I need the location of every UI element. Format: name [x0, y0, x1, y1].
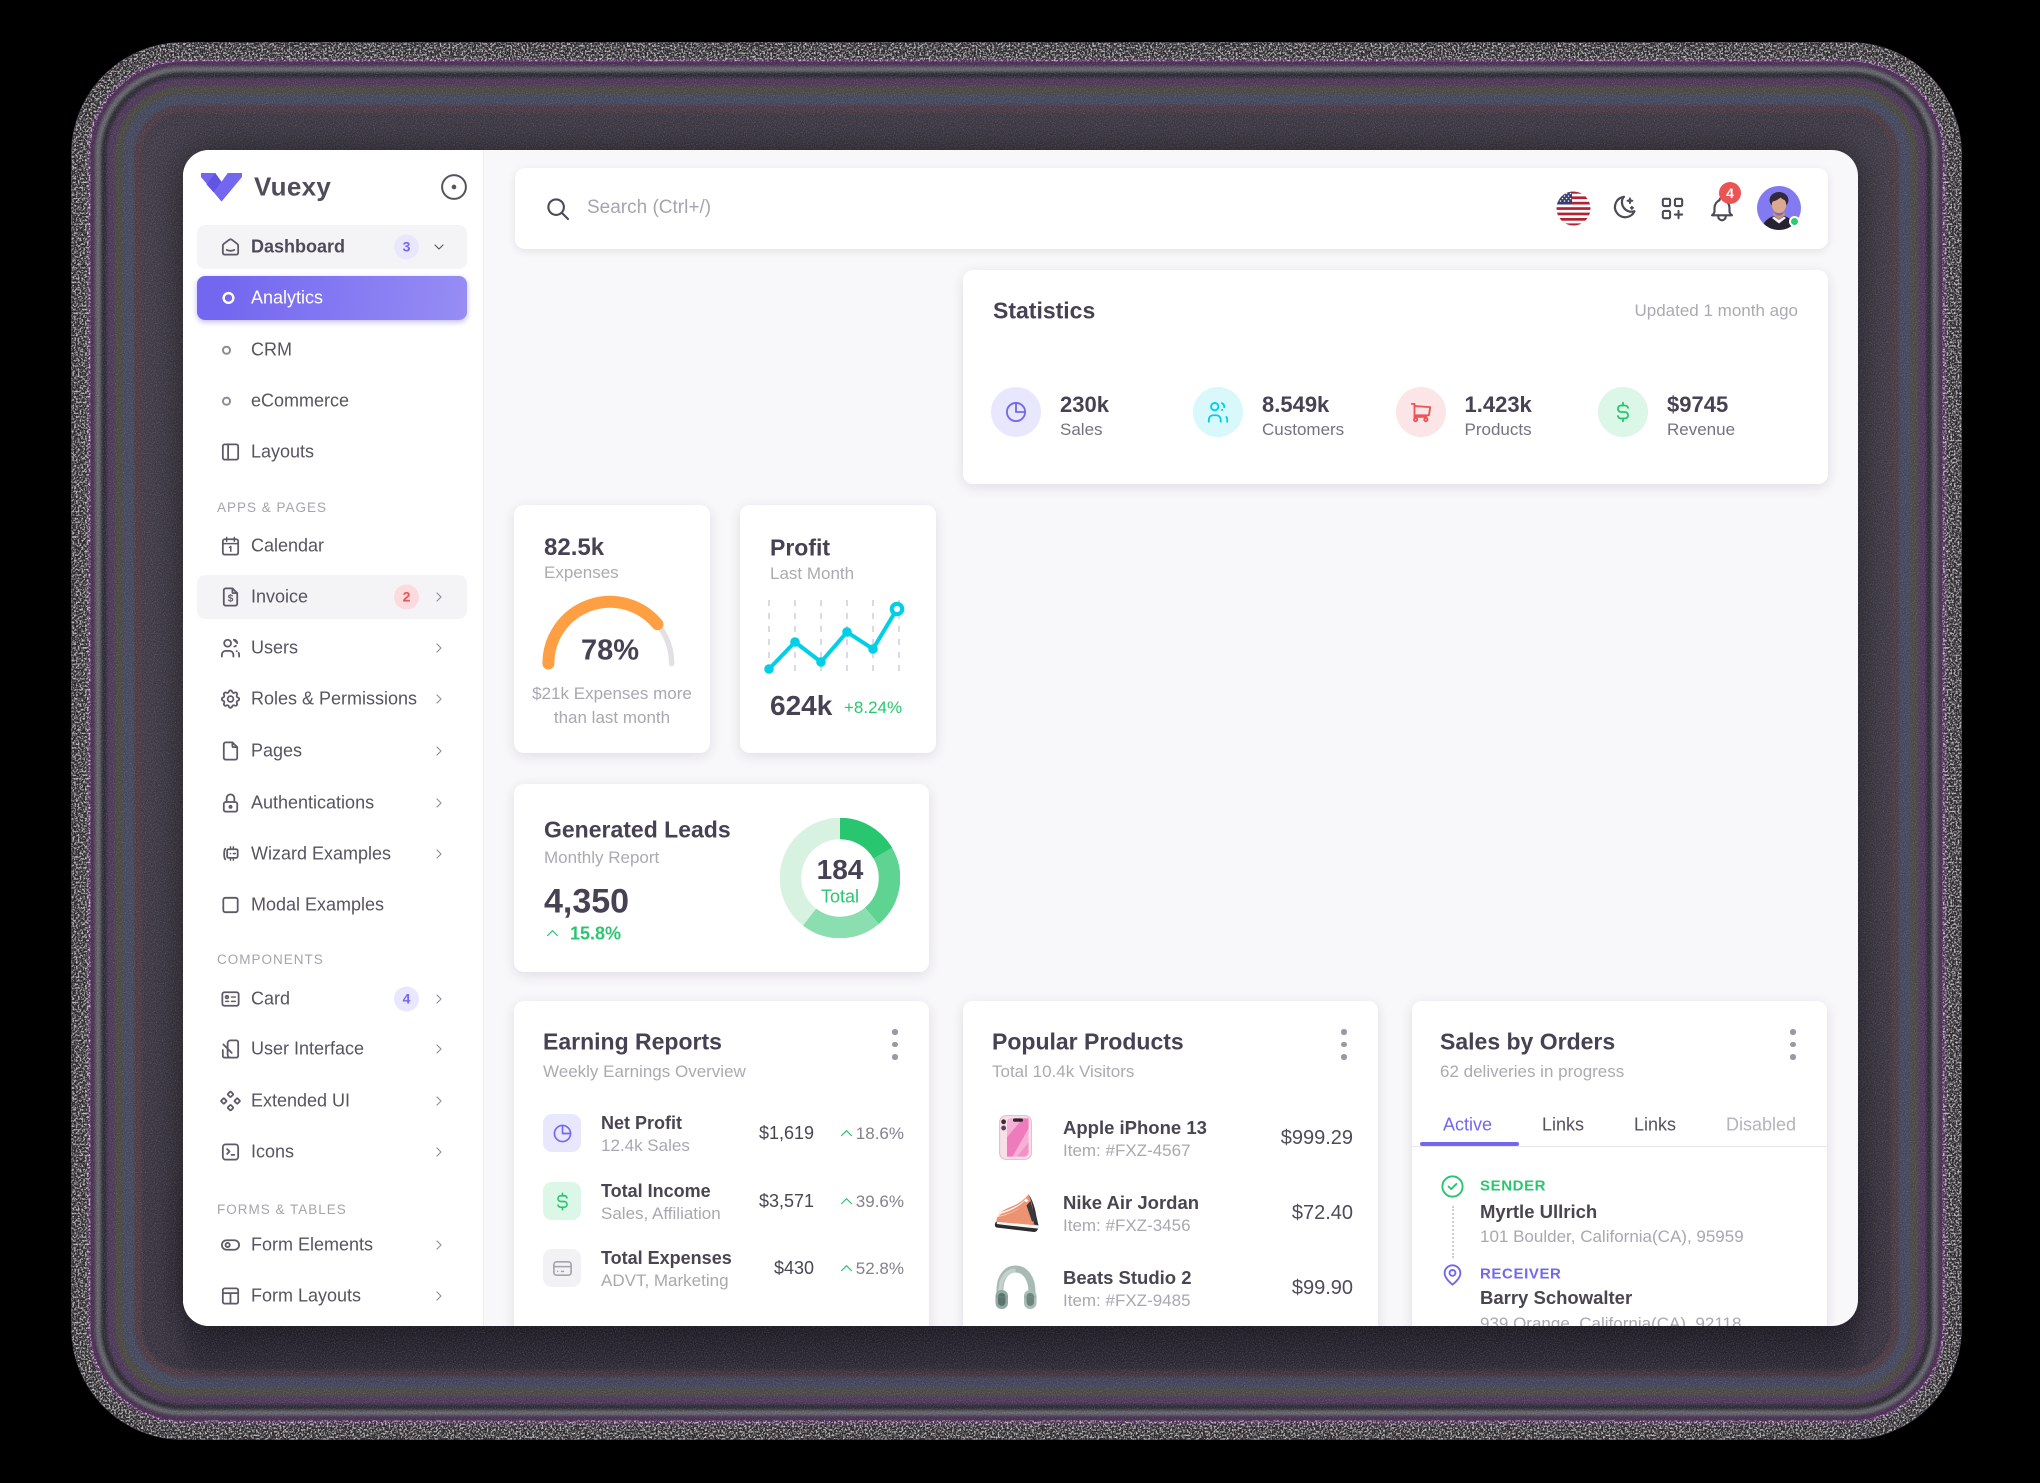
svg-text:$: $: [228, 593, 234, 604]
